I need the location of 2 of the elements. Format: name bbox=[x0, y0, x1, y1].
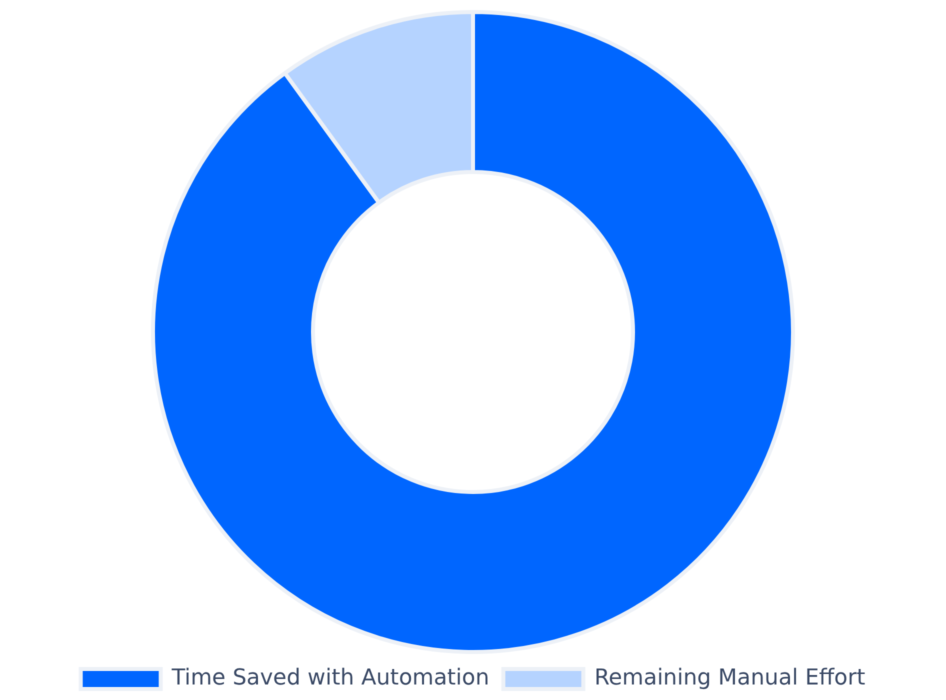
legend-label: Time Saved with Automation bbox=[170, 666, 490, 691]
legend-label: Remaining Manual Effort bbox=[594, 666, 866, 691]
